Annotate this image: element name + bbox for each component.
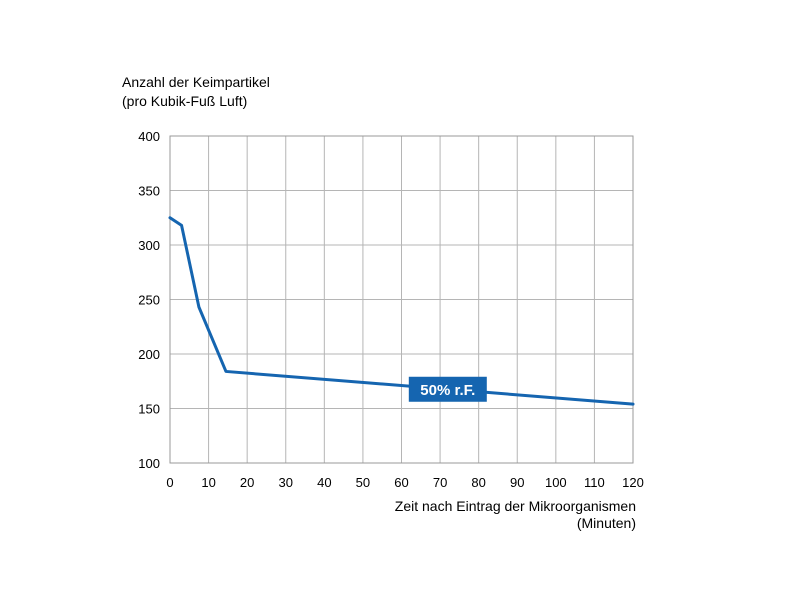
y-axis-ticks: 100 150 200 250 300 350 400 bbox=[138, 129, 160, 471]
y-tick-label: 350 bbox=[138, 184, 160, 199]
series-group: 50% r.F. bbox=[168, 216, 635, 406]
x-tick-label: 80 bbox=[471, 475, 485, 490]
series-label: 50% r.F. bbox=[420, 382, 475, 399]
x-axis-title-line-1: Zeit nach Eintrag der Mikroorganismen bbox=[395, 498, 636, 514]
y-tick-label: 300 bbox=[138, 238, 160, 253]
x-tick-label: 100 bbox=[545, 475, 567, 490]
x-axis-ticks: 0 10 20 30 40 50 60 70 80 90 100 110 120 bbox=[166, 475, 643, 490]
series-line bbox=[168, 216, 635, 406]
x-tick-label: 90 bbox=[510, 475, 524, 490]
y-tick-label: 250 bbox=[138, 293, 160, 308]
x-tick-label: 30 bbox=[279, 475, 293, 490]
x-tick-label: 40 bbox=[317, 475, 331, 490]
y-tick-label: 150 bbox=[138, 402, 160, 417]
y-tick-label: 400 bbox=[138, 129, 160, 144]
x-tick-label: 50 bbox=[356, 475, 370, 490]
x-axis-title-line-2: (Minuten) bbox=[577, 515, 636, 531]
x-tick-label: 70 bbox=[433, 475, 447, 490]
y-axis-title-line-1: Anzahl der Keimpartikel bbox=[122, 74, 270, 90]
x-tick-label: 110 bbox=[584, 475, 605, 490]
x-tick-label: 10 bbox=[201, 475, 215, 490]
x-tick-label: 0 bbox=[166, 475, 173, 490]
y-axis-title-line-2: (pro Kubik-Fuß Luft) bbox=[122, 93, 247, 109]
series-label-box bbox=[408, 376, 487, 402]
x-tick-label: 20 bbox=[240, 475, 254, 490]
x-tick-label: 60 bbox=[394, 475, 408, 490]
y-tick-label: 200 bbox=[138, 347, 160, 362]
plot-area-frame bbox=[169, 135, 634, 464]
y-tick-label: 100 bbox=[138, 456, 160, 471]
grid-lines bbox=[170, 136, 633, 463]
x-tick-label: 120 bbox=[622, 475, 644, 490]
